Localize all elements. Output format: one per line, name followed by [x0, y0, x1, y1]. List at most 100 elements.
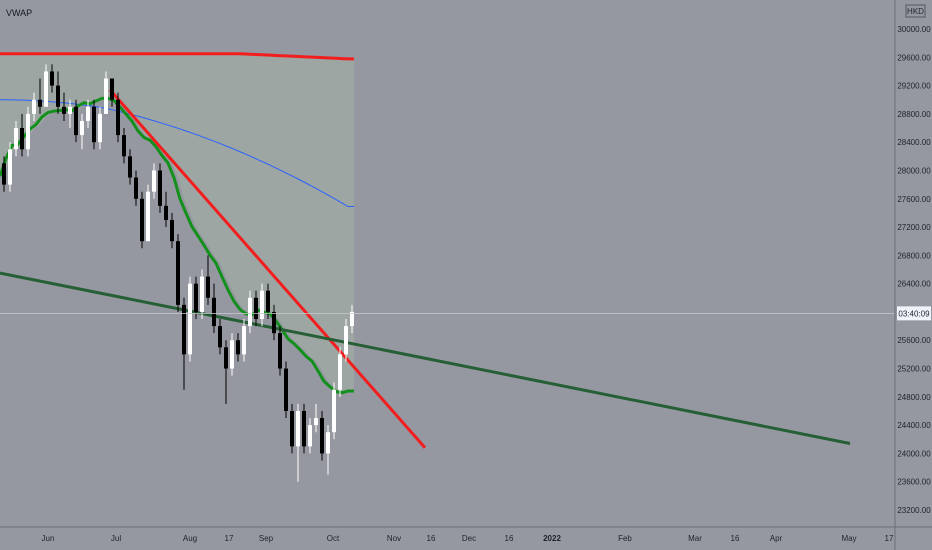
- candle-body: [308, 425, 312, 447]
- x-tick-label: 2022: [543, 534, 561, 543]
- x-tick-label: Dec: [462, 534, 476, 543]
- candle-body: [212, 297, 216, 327]
- candle-body: [86, 106, 90, 121]
- x-tick-label: Oct: [327, 534, 340, 543]
- candle-body: [182, 304, 186, 355]
- candle-body: [344, 326, 348, 355]
- candle-body: [338, 354, 342, 390]
- x-tick-label: 16: [427, 534, 436, 543]
- lower-band-line: [0, 96, 354, 395]
- candle-body: [14, 128, 18, 150]
- candle-body: [200, 276, 204, 312]
- y-tick-label: 24800.00: [897, 393, 931, 402]
- candle-body: [38, 99, 42, 107]
- trendline-2: [0, 271, 851, 445]
- y-tick-label: 28000.00: [897, 166, 931, 175]
- candle-body: [302, 410, 306, 447]
- candle-body: [164, 205, 168, 220]
- candle-body: [236, 340, 240, 355]
- candle-body: [116, 99, 120, 136]
- candle-body: [32, 99, 36, 114]
- candle-body: [128, 156, 132, 178]
- upper-band-line: [0, 52, 354, 61]
- candle-body: [254, 297, 258, 320]
- y-tick-label: 26400.00: [897, 280, 931, 289]
- y-tick-label: 24000.00: [897, 449, 931, 458]
- candle-body: [266, 290, 270, 312]
- x-tick-label: 16: [731, 534, 740, 543]
- candle-body: [320, 418, 324, 454]
- x-tick-label: Apr: [770, 534, 783, 543]
- crosshair-label: 03:40:09: [898, 309, 930, 318]
- candle-body: [98, 113, 102, 143]
- x-tick-label: May: [841, 534, 856, 543]
- y-tick-label: 28800.00: [897, 110, 931, 119]
- candle-body: [284, 368, 288, 411]
- trendline-1: [108, 88, 427, 449]
- candle-body: [206, 276, 210, 298]
- candle-body: [134, 177, 138, 199]
- candle-body: [68, 106, 72, 114]
- y-tick-label: 25200.00: [897, 365, 931, 374]
- x-tick-label: Feb: [618, 534, 632, 543]
- currency-badge: [905, 4, 926, 18]
- x-tick-label: Nov: [387, 534, 401, 543]
- crosshair-layer: 03:40:09: [0, 306, 931, 321]
- candle-body: [50, 71, 54, 86]
- candle-body: [62, 106, 66, 114]
- candle-body: [278, 333, 282, 369]
- candle-body: [152, 170, 156, 192]
- candle-body: [218, 326, 222, 348]
- y-tick-label: 24400.00: [897, 421, 931, 430]
- y-tick-label: 30000.00: [897, 25, 931, 34]
- candle-body: [176, 241, 180, 305]
- y-tick-label: 23600.00: [897, 478, 931, 487]
- candle-body: [242, 326, 246, 355]
- y-tick-label: 23200.00: [897, 506, 931, 515]
- x-tick-label: Sep: [259, 534, 274, 543]
- y-tick-label: 26800.00: [897, 251, 931, 260]
- candle-body: [272, 311, 276, 334]
- y-axis[interactable]: 23200.00 23600.00 24000.00 24400.00 24800.00…: [894, 0, 931, 550]
- indicator-legend[interactable]: VWAP: [6, 8, 32, 18]
- band-fill: [0, 53, 354, 393]
- y-tick-label: 27600.00: [897, 195, 931, 204]
- trendlines-layer[interactable]: [0, 88, 851, 449]
- candle-body: [158, 170, 162, 206]
- crosshair-label-box: [897, 306, 931, 321]
- candle-body: [74, 106, 78, 136]
- candle-body: [224, 347, 228, 369]
- candle-body: [2, 163, 6, 185]
- candle-body: [290, 410, 294, 447]
- x-axis[interactable]: Jun Jul Aug 17 Sep Oct Nov 16 Dec 16 2022 Feb Mar 16 A…: [0, 526, 932, 543]
- candle-body: [8, 149, 12, 185]
- candle-body: [170, 219, 174, 242]
- y-tick-label: 27200.00: [897, 223, 931, 232]
- band-fill-layer: [0, 53, 354, 393]
- x-tick-label: 17: [225, 534, 234, 543]
- x-tick-label: Jun: [42, 534, 55, 543]
- candle-body: [56, 85, 60, 107]
- currency-label: HKD: [907, 7, 924, 16]
- candle-body: [92, 106, 96, 143]
- x-tick-label: Jul: [111, 534, 121, 543]
- x-tick-label: 17: [885, 534, 894, 543]
- y-tick-label: 25600.00: [897, 336, 931, 345]
- candle-body: [44, 71, 48, 107]
- candle-body: [194, 283, 198, 312]
- candle-body: [80, 120, 84, 136]
- candle-body: [350, 311, 354, 327]
- candle-body: [188, 283, 192, 355]
- candle-body: [248, 297, 252, 327]
- candle-body: [332, 389, 336, 433]
- candle-body: [122, 135, 126, 157]
- x-tick-label: Aug: [183, 534, 197, 543]
- y-tick-label: 29600.00: [897, 53, 931, 62]
- candle-body: [314, 418, 318, 426]
- candle-body: [20, 128, 24, 150]
- x-tick-label: 16: [505, 534, 514, 543]
- candle-body: [26, 113, 30, 150]
- candle-body: [260, 290, 264, 320]
